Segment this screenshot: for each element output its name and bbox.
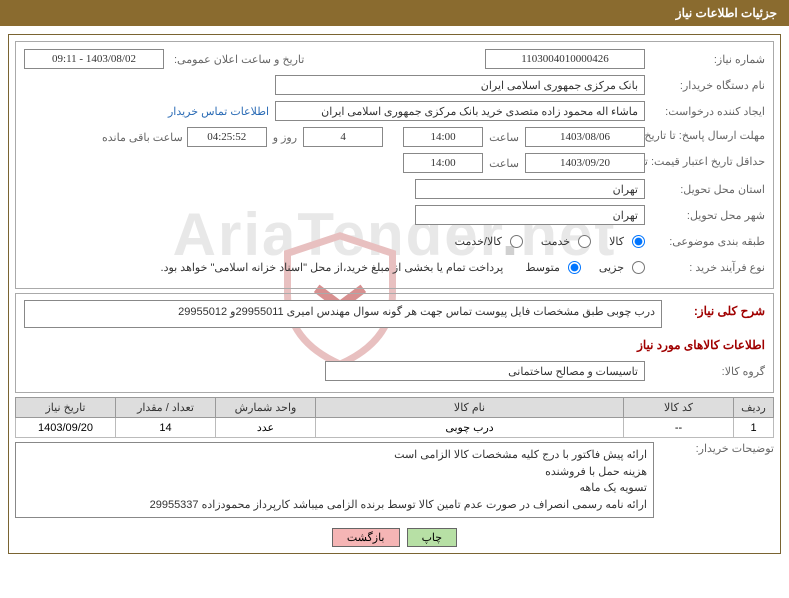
radio-medium-label: متوسط [511, 261, 564, 274]
buyer-note-line: ارائه پیش فاکتور با درج کلیه مشخصات کالا… [22, 447, 647, 464]
radio-both-label: کالا/خدمت [441, 235, 506, 248]
panel-title: جزئیات اطلاعات نیاز [676, 6, 777, 20]
days-label: روز و [267, 131, 303, 144]
th-name: نام کالا [316, 398, 624, 418]
cell-qty: 14 [116, 418, 216, 438]
req-no-input[interactable] [485, 49, 645, 69]
main-fieldset: شماره نیاز: تاریخ و ساعت اعلان عمومی: نا… [15, 41, 774, 289]
cell-date: 1403/09/20 [16, 418, 116, 438]
min-valid-time-input[interactable] [403, 153, 483, 173]
goods-group-input[interactable] [325, 361, 645, 381]
buyer-note-line: هزینه حمل با فروشنده [22, 464, 647, 481]
cell-code: -- [624, 418, 734, 438]
buyer-notes-label: توضیحات خریدار: [654, 442, 774, 455]
radio-partial[interactable] [632, 261, 645, 274]
category-label: طبقه بندی موضوعی: [645, 235, 765, 248]
goods-group-label: گروه کالا: [645, 365, 765, 378]
countdown-input[interactable] [187, 127, 267, 147]
req-no-label: شماره نیاز: [645, 53, 765, 66]
th-code: کد کالا [624, 398, 734, 418]
cell-idx: 1 [734, 418, 774, 438]
desc-fieldset: شرح کلی نیاز: درب چوبی طبق مشخصات فایل پ… [15, 293, 774, 393]
radio-partial-label: جزیی [585, 261, 628, 274]
cell-unit: عدد [216, 418, 316, 438]
print-button[interactable]: چاپ [407, 528, 458, 547]
content-panel: شماره نیاز: تاریخ و ساعت اعلان عمومی: نا… [8, 34, 781, 554]
category-radio-group: کالا خدمت کالا/خدمت [441, 235, 645, 248]
payment-note: پرداخت تمام یا بخشی از مبلغ خرید،از محل … [161, 261, 512, 274]
radio-service-label: خدمت [527, 235, 574, 248]
desc-textarea[interactable]: درب چوبی طبق مشخصات فایل پیوست تماس جهت … [24, 300, 662, 328]
province-label: استان محل تحویل: [645, 183, 765, 196]
requester-label: ایجاد کننده درخواست: [645, 105, 765, 118]
announce-input[interactable] [24, 49, 164, 69]
radio-both[interactable] [510, 235, 523, 248]
deadline-date-input[interactable] [525, 127, 645, 147]
desc-title: شرح کلی نیاز: [662, 300, 765, 322]
process-label: نوع فرآیند خرید : [645, 261, 765, 274]
city-label: شهر محل تحویل: [645, 209, 765, 222]
days-input[interactable] [303, 127, 383, 147]
buyer-notes-box[interactable]: ارائه پیش فاکتور با درج کلیه مشخصات کالا… [15, 442, 654, 518]
time-label-2: ساعت [483, 157, 525, 170]
contact-link[interactable]: اطلاعات تماس خریدار [162, 105, 275, 118]
th-qty: تعداد / مقدار [116, 398, 216, 418]
min-valid-label: حداقل تاریخ اعتبار قیمت: تا تاریخ: [645, 156, 765, 169]
city-input[interactable] [415, 205, 645, 225]
time-label-1: ساعت [483, 131, 525, 144]
remaining-label: ساعت باقی مانده [102, 131, 187, 144]
th-date: تاریخ نیاز [16, 398, 116, 418]
radio-goods-label: کالا [595, 235, 628, 248]
min-valid-date-input[interactable] [525, 153, 645, 173]
process-radio-group: جزیی متوسط [511, 261, 645, 274]
panel-header: جزئیات اطلاعات نیاز [0, 0, 789, 26]
goods-info-title: اطلاعات کالاهای مورد نیاز [24, 332, 765, 356]
th-row: ردیف [734, 398, 774, 418]
deadline-time-input[interactable] [403, 127, 483, 147]
buyer-note-line: ارائه نامه رسمی انصراف در صورت عدم تامین… [22, 497, 647, 514]
buyer-org-input[interactable] [275, 75, 645, 95]
radio-medium[interactable] [568, 261, 581, 274]
announce-label: تاریخ و ساعت اعلان عمومی: [170, 53, 304, 66]
buyer-note-line: تسویه یک ماهه [22, 480, 647, 497]
th-unit: واحد شمارش [216, 398, 316, 418]
radio-service[interactable] [578, 235, 591, 248]
items-table: ردیف کد کالا نام کالا واحد شمارش تعداد /… [15, 397, 774, 438]
buyer-org-label: نام دستگاه خریدار: [645, 79, 765, 92]
radio-goods[interactable] [632, 235, 645, 248]
back-button[interactable]: بازگشت [332, 528, 400, 547]
requester-input[interactable] [275, 101, 645, 121]
deadline-label: مهلت ارسال پاسخ: تا تاریخ: [645, 130, 765, 143]
button-bar: چاپ بازگشت [15, 522, 774, 549]
province-input[interactable] [415, 179, 645, 199]
cell-name: درب چوبی [316, 418, 624, 438]
table-row[interactable]: 1 -- درب چوبی عدد 14 1403/09/20 [16, 418, 774, 438]
